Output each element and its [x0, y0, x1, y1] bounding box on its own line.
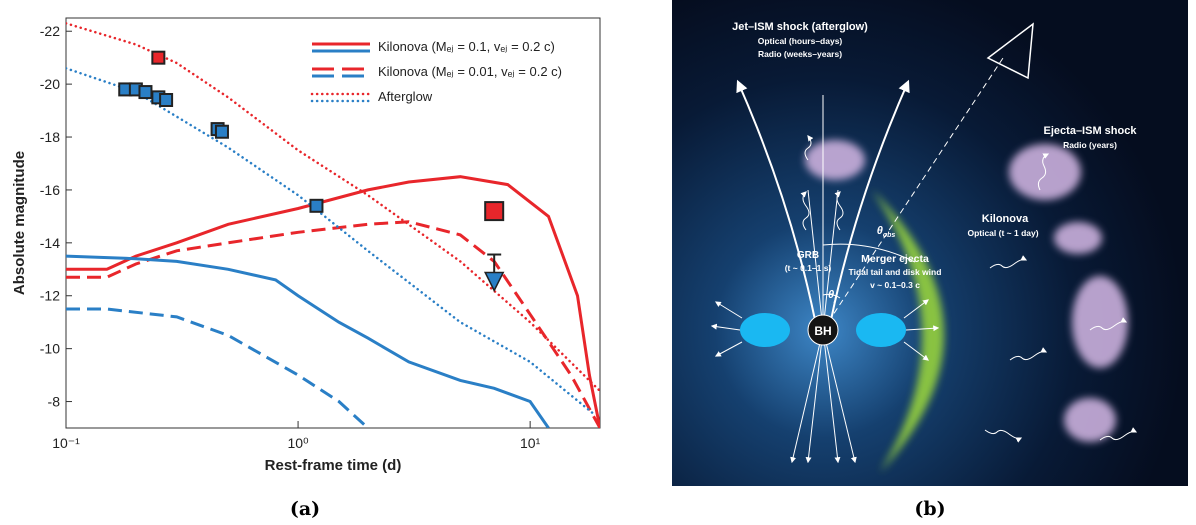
- x-tick-label: 10⁻¹: [52, 435, 80, 451]
- x-tick-label: 10⁰: [287, 435, 309, 451]
- legend: Kilonova (Mₑⱼ = 0.1, vₑⱼ = 0.2 c) Kilonov…: [310, 39, 562, 104]
- ejecta-shock-title: Ejecta–ISM shock: [1044, 125, 1138, 137]
- y-tick-label: -10: [40, 341, 60, 357]
- theta-symbol: θ: [877, 225, 883, 237]
- ejecta-shock-radio: Radio (years): [1063, 140, 1117, 150]
- theta-symbol: θ: [828, 289, 834, 301]
- series-line: [66, 307, 369, 428]
- panel-label: (a): [290, 498, 320, 520]
- axes: -22 -20 -18 -16 -14 -12 -10 -8 10⁻¹ 10⁰ 10¹: [40, 23, 541, 451]
- y-tick-label: -18: [40, 129, 60, 145]
- series-line: [66, 254, 550, 428]
- merger-ejecta-desc: Tidal tail and disk wind: [849, 267, 942, 277]
- legend-label: Afterglow: [378, 89, 433, 104]
- theta-subscript: j: [833, 296, 837, 303]
- jet-shock-optical: Optical (hours–days): [758, 36, 843, 46]
- y-tick-label: -12: [40, 288, 60, 304]
- y-tick-label: -20: [40, 76, 60, 92]
- jet-shock-radio: Radio (weeks–years): [758, 49, 842, 59]
- x-axis-label: Rest-frame time (d): [265, 457, 402, 474]
- x-tick-label: 10¹: [520, 435, 541, 451]
- data-point: [309, 198, 324, 213]
- merger-ejecta-speed: v ~ 0.1–0.3 c: [870, 280, 920, 290]
- jet-shock-title: Jet–ISM shock (afterglow): [732, 21, 868, 33]
- kilonova-optical: Optical (t ~ 1 day): [967, 228, 1038, 238]
- theta-j: θj: [828, 289, 837, 303]
- upper-limit: [483, 253, 505, 293]
- diagram: BH Jet–ISM shock (afterglow) Optical (ho…: [672, 0, 1188, 486]
- data-point: [151, 50, 166, 65]
- bh-label: BH: [814, 324, 831, 338]
- plot-area: [66, 22, 600, 428]
- data-point: [138, 85, 153, 100]
- data-point: [159, 93, 174, 107]
- y-axis-label: Absolute magnitude: [11, 151, 28, 295]
- legend-label: Kilonova (Mₑⱼ = 0.1, vₑⱼ = 0.2 c): [378, 39, 555, 54]
- legend-label: Kilonova (Mₑⱼ = 0.01, vₑⱼ = 0.2 c): [378, 64, 562, 79]
- theta-subscript: obs: [883, 232, 896, 239]
- upper-limit-triangle: [483, 271, 505, 293]
- series-line: [66, 175, 600, 428]
- merger-ejecta-crescent: [872, 190, 945, 472]
- observer-eye: [986, 22, 1034, 80]
- series-line: [66, 22, 600, 393]
- ejecta-shock-blobs: [805, 140, 1128, 442]
- disk-lobe: [856, 313, 906, 347]
- y-tick-label: -22: [40, 23, 60, 39]
- grb-time: (t ~ 0.1–1 s): [785, 263, 832, 273]
- y-tick-label: -16: [40, 182, 60, 198]
- y-tick-label: -14: [40, 235, 60, 251]
- grb-label: GRB: [797, 250, 819, 261]
- disk-lobe: [740, 313, 790, 347]
- data-point: [484, 201, 505, 222]
- theta-obs: θobs: [877, 225, 896, 239]
- black-hole: [807, 314, 839, 346]
- panel-label: (b): [914, 498, 945, 520]
- series-line: [66, 67, 597, 417]
- kilonova-title: Kilonova: [982, 213, 1029, 225]
- data-point: [214, 124, 229, 139]
- jet-lines: [710, 54, 1138, 464]
- y-tick-label: -8: [48, 394, 61, 410]
- series-line: [66, 220, 600, 428]
- merger-ejecta-title: Merger ejecta: [861, 253, 929, 265]
